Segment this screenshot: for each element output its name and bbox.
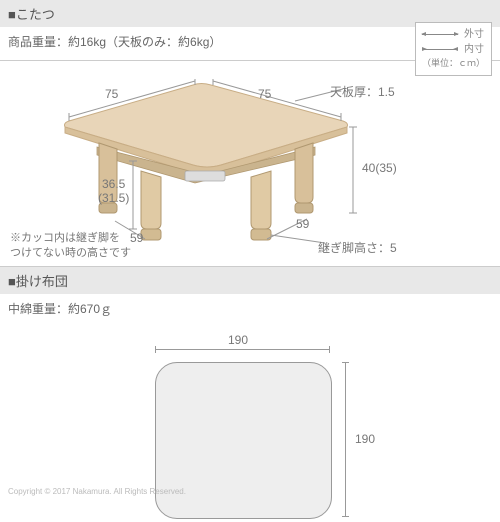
dim-leg-ext: 継ぎ脚高さ：5 [318, 239, 397, 256]
arrow-inner-icon [422, 49, 458, 50]
futon-width: 190 [228, 333, 248, 347]
copyright-text: Copyright © 2017 Nakamura. All Rights Re… [8, 487, 186, 496]
futon-height: 190 [355, 432, 375, 446]
kotatsu-note: ※カッコ内は継ぎ脚を つけてない時の高さです [10, 231, 131, 262]
dim-thickness: 天板厚：1.5 [330, 83, 395, 100]
futon-height-line [345, 362, 346, 517]
dim-top-depth: 75 [105, 87, 118, 101]
futon-section-header: ■掛け布団 [0, 267, 500, 294]
dim-base-depth: 59 [130, 231, 143, 245]
kotatsu-diagram: 75 75 天板厚：1.5 40(35) 36.5 (31.5) 59 59 継… [0, 61, 500, 267]
kotatsu-table-icon [45, 79, 365, 249]
legend-outer: 外寸 [464, 27, 484, 42]
dim-base-width: 59 [296, 217, 309, 231]
arrow-outer-icon [422, 34, 458, 35]
dim-top-width: 75 [258, 87, 271, 101]
legend-inner: 内寸 [464, 42, 484, 57]
futon-weight: 中綿重量：約670ｇ [0, 294, 500, 327]
dim-height: 40(35) [362, 161, 397, 175]
futon-width-line [155, 349, 330, 350]
dim-inner-height: 36.5 (31.5) [98, 177, 129, 205]
